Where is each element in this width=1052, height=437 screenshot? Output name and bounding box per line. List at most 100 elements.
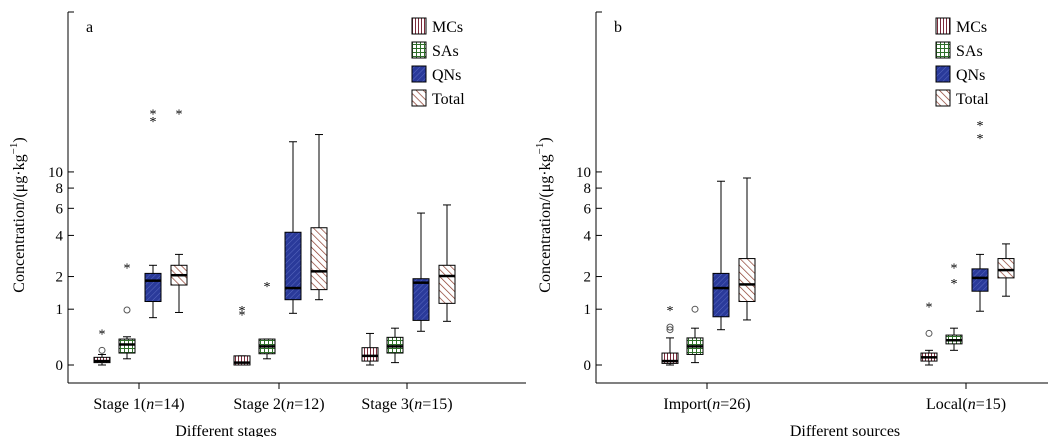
x-tick-label-prefix: Stage 2(: [233, 396, 286, 413]
box-iqr: [412, 278, 430, 321]
legend-item-sas: SAs: [411, 41, 459, 60]
y-axis-title-exp: −1: [8, 143, 20, 155]
extreme-point: *: [926, 300, 933, 315]
x-tick-label-n: n: [968, 396, 976, 413]
x-tick-label-prefix: Stage 1(: [93, 396, 146, 413]
box-iqr: [438, 264, 456, 304]
x-tick-label-suffix: =26): [720, 396, 750, 413]
box-qns: [712, 180, 730, 331]
x-tick-label-n: n: [414, 396, 422, 413]
x-tick-label: Local(n=15): [926, 396, 1006, 413]
box-qns: [412, 212, 430, 332]
x-axis-title: Different stages: [175, 423, 276, 437]
panel-label: b: [614, 19, 622, 36]
legend-swatch: [411, 89, 427, 107]
x-tick-label-prefix: Stage 3(: [361, 396, 414, 413]
box-total: [738, 177, 756, 321]
extreme-point: *: [99, 327, 106, 342]
y-tick-label: 6: [56, 201, 64, 217]
panel-a: a Different stages Concentration/(μg·kg−…: [8, 11, 526, 437]
x-tick-label-suffix: =14): [154, 396, 184, 413]
y-tick-label: 4: [56, 228, 64, 244]
box-mcs: *: [661, 304, 679, 366]
x-tick-label-suffix: =15): [422, 396, 452, 413]
y-tick-label: 1: [56, 302, 64, 318]
panel-b: b Different sources Concentration/(μg·kg…: [534, 11, 1048, 437]
y-tick-label: 2: [56, 270, 64, 286]
y-tick-label: 10: [576, 165, 591, 181]
legend-swatch: [411, 41, 427, 59]
box-iqr: [310, 227, 328, 291]
legend: MCs SAs QNs Total: [935, 17, 989, 108]
x-tick-label: Stage 3(n=15): [361, 396, 452, 413]
extreme-point: *: [239, 308, 246, 323]
x-tick-label-n: n: [712, 396, 720, 413]
extreme-point: *: [264, 280, 271, 295]
x-tick-label: Stage 1(n=14): [93, 396, 184, 413]
legend-label: MCs: [956, 19, 987, 36]
legend-swatch: [935, 89, 951, 107]
box-plots: ******* *: [93, 108, 456, 366]
legend-item-sas: SAs: [935, 41, 983, 60]
box-mcs: **: [233, 304, 251, 366]
extreme-point: *: [667, 304, 674, 319]
extreme-point: *: [150, 115, 157, 130]
x-tick-label: Stage 2(n=12): [233, 396, 324, 413]
box-sas: *: [118, 261, 136, 360]
box-iqr: [971, 268, 989, 292]
legend-item-total: Total: [935, 89, 989, 108]
outlier-point: [925, 329, 933, 337]
legend-swatch: [411, 17, 427, 35]
extreme-point: *: [239, 304, 246, 319]
legend-swatch: [411, 65, 427, 83]
box-iqr: [712, 272, 730, 318]
box-mcs: *: [93, 327, 111, 366]
y-tick-label: 10: [48, 165, 63, 181]
outlier-point: [666, 326, 674, 334]
box-total: [310, 134, 328, 301]
box-sas: **: [945, 261, 963, 351]
legend-item-mcs: MCs: [411, 17, 463, 36]
outlier-point: [123, 306, 131, 314]
box-iqr: [738, 258, 756, 303]
extreme-point: *: [124, 261, 131, 276]
x-tick-label-n: n: [146, 396, 154, 413]
x-tick-label-prefix: Local(: [926, 396, 968, 413]
y-axis-title-exp: −1: [534, 143, 546, 155]
box-sas: [686, 305, 704, 364]
legend: MCs SAs QNs Total: [411, 17, 465, 108]
legend-swatch: [935, 65, 951, 83]
box-iqr: [661, 352, 679, 364]
box-total: *: [170, 108, 188, 313]
legend-label: Total: [956, 91, 989, 108]
extreme-point: *: [951, 277, 958, 292]
y-axis-title: Concentration/(μg·kg−1): [534, 137, 554, 292]
box-iqr: [361, 347, 379, 362]
x-axis-title: Different sources: [790, 423, 900, 437]
outlier-point: [691, 305, 699, 313]
box-qns: **: [971, 119, 989, 312]
box-iqr: [233, 355, 251, 366]
y-axis-title-close: ): [537, 137, 554, 142]
extreme-point: *: [176, 108, 183, 123]
x-tick-label-suffix: =12): [294, 396, 324, 413]
box-total: [997, 243, 1015, 297]
legend-swatch: [935, 41, 951, 59]
outlier-point: [666, 323, 674, 331]
y-tick-label: 6: [584, 201, 592, 217]
x-tick-label-suffix: =15): [976, 396, 1006, 413]
box-mcs: *: [920, 300, 938, 366]
legend-label: QNs: [432, 67, 461, 84]
legend-label: Total: [432, 91, 465, 108]
legend-label: SAs: [432, 43, 459, 60]
extreme-point: *: [977, 132, 984, 147]
box-iqr: [144, 272, 162, 303]
y-axis-title: Concentration/(μg·kg−1): [8, 137, 28, 292]
legend-item-mcs: MCs: [935, 17, 987, 36]
x-tick-label-n: n: [286, 396, 294, 413]
extreme-point: *: [150, 108, 157, 123]
y-tick-label: 4: [584, 228, 592, 244]
